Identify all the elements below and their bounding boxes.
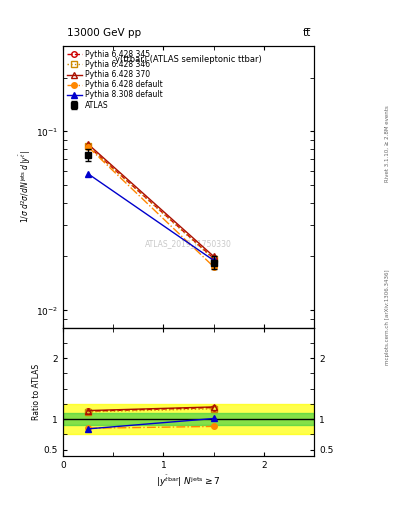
Text: ATLAS_2019_I1750330: ATLAS_2019_I1750330 [145, 239, 232, 248]
Line: Pythia 6.428 370: Pythia 6.428 370 [85, 141, 217, 259]
Pythia 6.428 370 [86, 141, 90, 147]
Pythia 8.308 default [86, 170, 90, 177]
Text: 13000 GeV pp: 13000 GeV pp [67, 28, 141, 38]
Text: tt̅: tt̅ [302, 28, 310, 38]
Bar [63, 413, 314, 425]
Pythia 6.428 370 [211, 253, 216, 260]
Line: Pythia 6.428 346: Pythia 6.428 346 [85, 143, 217, 262]
Text: mcplots.cern.ch [arXiv:1306.3436]: mcplots.cern.ch [arXiv:1306.3436] [385, 270, 389, 365]
X-axis label: $|y^{\bar{t}\rm bar}|\;N^{\rm jets} \geq 7$: $|y^{\bar{t}\rm bar}|\;N^{\rm jets} \geq… [156, 474, 221, 489]
Pythia 6.428 346 [86, 143, 90, 149]
Legend: Pythia 6.428 345, Pythia 6.428 346, Pythia 6.428 370, Pythia 6.428 default, Pyth: Pythia 6.428 345, Pythia 6.428 346, Pyth… [65, 48, 164, 111]
Line: Pythia 8.308 default: Pythia 8.308 default [85, 171, 217, 263]
Pythia 6.428 default [86, 144, 90, 150]
Pythia 6.428 default [211, 264, 216, 270]
Bar [63, 404, 314, 434]
Pythia 8.308 default [211, 258, 216, 264]
Text: y(ttbar) (ATLAS semileptonic ttbar): y(ttbar) (ATLAS semileptonic ttbar) [115, 55, 262, 63]
Y-axis label: Ratio to ATLAS: Ratio to ATLAS [32, 364, 41, 420]
Line: Pythia 6.428 default: Pythia 6.428 default [85, 144, 217, 270]
Y-axis label: $1/\sigma\;d^2\!\sigma/\,dN^{\rm jets}\,d\,|y^{\bar{t}}|$: $1/\sigma\;d^2\!\sigma/\,dN^{\rm jets}\,… [17, 151, 33, 223]
Pythia 6.428 346 [211, 256, 216, 262]
Pythia 6.428 345 [86, 143, 90, 149]
Text: Rivet 3.1.10, ≥ 2.8M events: Rivet 3.1.10, ≥ 2.8M events [385, 105, 389, 182]
Line: Pythia 6.428 345: Pythia 6.428 345 [85, 143, 217, 261]
Pythia 6.428 345 [211, 255, 216, 262]
